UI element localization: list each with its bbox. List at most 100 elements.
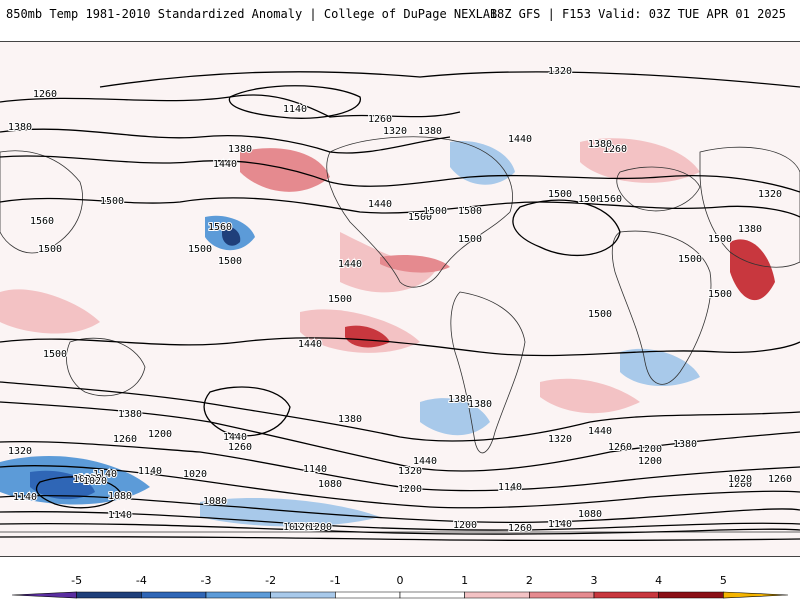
contour-label: 1440 xyxy=(298,339,322,350)
contour-label: 1140 xyxy=(548,519,572,530)
contour-label: 1260 xyxy=(603,144,627,155)
contour-1140-south xyxy=(0,511,800,531)
colorbar-bin xyxy=(723,591,789,599)
colorbar-bin xyxy=(205,591,271,599)
contour-1560 xyxy=(512,199,621,257)
colorbar-tick-label: -3 xyxy=(201,574,212,587)
warm-anomaly-east-asia xyxy=(730,239,775,301)
contour-label: 1260 xyxy=(293,522,317,533)
colorbar-tick-label: 2 xyxy=(526,574,533,587)
cold-anomaly-north-america xyxy=(450,141,515,185)
contour-label: 1080 xyxy=(78,473,102,484)
colorbar-bin xyxy=(399,591,465,599)
contour-label: 1080 xyxy=(203,496,227,507)
strong-warm-anomaly-pacific xyxy=(345,325,390,348)
contour-label: 1140 xyxy=(303,464,327,475)
contour-1380 xyxy=(0,128,451,154)
contour-1260 xyxy=(0,94,461,118)
contour-label: 1500 xyxy=(578,194,602,205)
strong-cold-anomaly-pacific xyxy=(222,226,241,246)
contour-label: 1380 xyxy=(338,414,362,425)
contour-label: 1080 xyxy=(283,522,307,533)
colorbar-bins xyxy=(11,591,789,599)
contour-label: 1140 xyxy=(138,466,162,477)
colorbar-tick-label: 5 xyxy=(720,574,727,587)
contour-label: 1500 xyxy=(708,289,732,300)
contour-label: 1200 xyxy=(728,479,752,490)
contour-label: 1140 xyxy=(498,482,522,493)
colorbar-bin xyxy=(658,591,724,599)
contour-label: 1560 xyxy=(30,216,54,227)
contour-label: 1500 xyxy=(218,256,242,267)
contour-label: 1380 xyxy=(468,399,492,410)
cold-anomaly-antarctic xyxy=(200,497,380,527)
contour-label: 1020 xyxy=(728,474,752,485)
contour-label: 1200 xyxy=(148,429,172,440)
colorbar-tick-label: 0 xyxy=(397,574,404,587)
colorbar-bin xyxy=(11,591,77,599)
contour-label: 1500 xyxy=(588,309,612,320)
contour-label: 1140 xyxy=(108,510,132,521)
contour-label: 1440 xyxy=(223,432,247,443)
contour-label: 1500 xyxy=(458,234,482,245)
contour-label: 1200 xyxy=(638,444,662,455)
contour-label: 1260 xyxy=(113,434,137,445)
contour-label: 1380 xyxy=(118,409,142,420)
contour-1020-south xyxy=(0,536,800,542)
contour-label: 1500 xyxy=(708,234,732,245)
contour-label: 1140 xyxy=(93,469,117,480)
strong-cold-anomaly-southern-ocean xyxy=(30,470,95,500)
contour-label: 1500 xyxy=(38,244,62,255)
contour-label: 1260 xyxy=(33,89,57,100)
contour-label: 1380 xyxy=(448,394,472,405)
australia-outline xyxy=(66,337,146,397)
contour-label: 1440 xyxy=(213,159,237,170)
africa-outline xyxy=(611,230,712,385)
contour-label: 1500 xyxy=(548,189,572,200)
contour-label: 1020 xyxy=(183,469,207,480)
contour-label: 1500 xyxy=(328,294,352,305)
contour-label: 1200 xyxy=(398,484,422,495)
contour-label: 1500 xyxy=(188,244,212,255)
contour-label: 1140 xyxy=(283,104,307,115)
contour-label: 1380 xyxy=(228,144,252,155)
contour-label: 1500 xyxy=(458,206,482,217)
colorbar-bin xyxy=(464,591,530,599)
contour-label: 1320 xyxy=(548,434,572,445)
contour-label: 1080 xyxy=(318,479,342,490)
header: 850mb Temp 1981-2010 Standardized Anomal… xyxy=(0,0,800,30)
contour-label: 1380 xyxy=(738,224,762,235)
contour-label: 1260 xyxy=(368,114,392,125)
colorbar-tick-label: 4 xyxy=(655,574,662,587)
contour-1380-south xyxy=(0,401,800,472)
contour-label: 1140 xyxy=(13,492,37,503)
warm-anomaly-south-atlantic xyxy=(540,378,640,414)
contour-1500 xyxy=(0,197,800,218)
contour-label: 1500 xyxy=(43,349,67,360)
contour-label: 1440 xyxy=(413,456,437,467)
contour-1500-tropics xyxy=(0,337,800,357)
colorbar-bin xyxy=(335,591,401,599)
contour-label: 1260 xyxy=(508,523,532,534)
contour-1140-low xyxy=(228,85,361,119)
contour-1440-south xyxy=(0,381,800,442)
contour-label: 1500 xyxy=(408,212,432,223)
contour-label: 1320 xyxy=(758,189,782,200)
contour-label: 1020 xyxy=(83,476,107,487)
warm-anomaly-asia xyxy=(580,138,700,183)
contour-label: 1320 xyxy=(8,446,32,457)
contour-label: 1560 xyxy=(598,194,622,205)
contour-label: 1500 xyxy=(100,196,124,207)
colorbar-tick-label: 3 xyxy=(591,574,598,587)
colorbar-bin xyxy=(270,591,336,599)
contour-label: 1500 xyxy=(423,206,447,217)
contour-1200-south xyxy=(0,494,800,524)
colorbar-bin xyxy=(141,591,207,599)
asia-outline xyxy=(0,146,800,268)
contour-label: 1020 xyxy=(73,474,97,485)
contour-label: 1380 xyxy=(673,439,697,450)
contour-1320-north xyxy=(99,71,800,88)
north-america-outline xyxy=(326,136,513,288)
colorbar-ticks: -5 -4 -3 -2 -1 0 1 2 3 4 5 xyxy=(71,574,727,587)
